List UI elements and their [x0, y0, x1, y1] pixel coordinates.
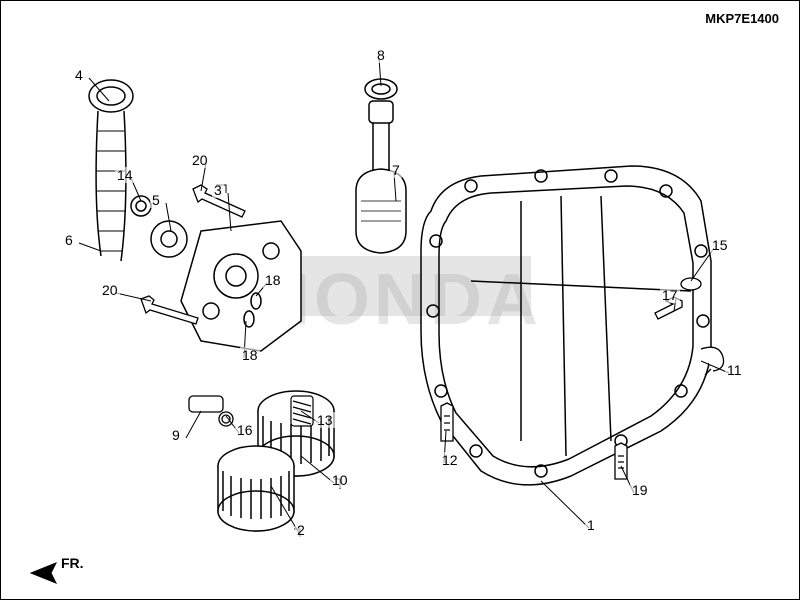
callout-18b: 18 [263, 272, 283, 288]
callout-11: 11 [725, 362, 744, 378]
callout-9: 9 [170, 427, 182, 443]
callout-15: 15 [710, 237, 730, 253]
callout-19: 19 [630, 482, 650, 498]
callout-20: 20 [190, 152, 210, 168]
callout-3: 3 [212, 182, 224, 198]
callout-5: 5 [150, 192, 162, 208]
callout-1: 1 [585, 517, 597, 533]
callout-8: 8 [375, 47, 387, 63]
callout-2: 2 [295, 522, 307, 538]
callout-7: 7 [390, 162, 402, 178]
diagram-canvas: HONDA [0, 0, 800, 600]
callout-14: 14 [115, 167, 135, 183]
callout-18: 18 [240, 347, 260, 363]
callout-16: 16 [235, 422, 255, 438]
callout-10: 10 [330, 472, 350, 488]
diagram-code: MKP7E1400 [705, 11, 779, 26]
fr-label: FR. [61, 555, 84, 571]
callout-13: 13 [315, 412, 335, 428]
callout-4: 4 [73, 67, 85, 83]
callout-12: 12 [440, 452, 460, 468]
callout-17: 17 [660, 287, 680, 303]
line-art [1, 1, 800, 600]
callout-20b: 20 [100, 282, 120, 298]
callout-6: 6 [63, 232, 75, 248]
